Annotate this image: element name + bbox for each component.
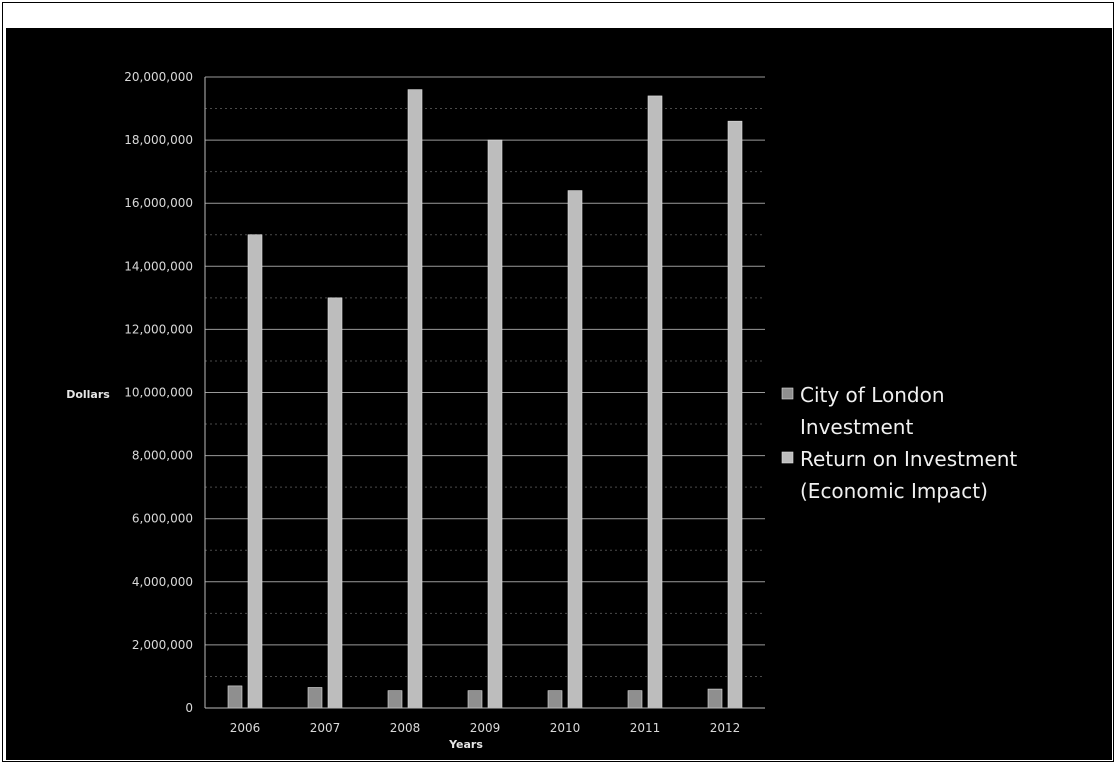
legend-label-return-on-investment: (Economic Impact) — [800, 479, 988, 503]
x-tick-label: 2008 — [390, 721, 421, 735]
bars — [227, 89, 743, 709]
bar-city-investment — [467, 690, 483, 709]
axes — [204, 77, 765, 709]
y-tick-label: 10,000,000 — [124, 386, 193, 400]
bar-return-on-investment — [487, 139, 503, 709]
y-tick-label: 0 — [185, 701, 193, 715]
x-tick-label: 2007 — [310, 721, 341, 735]
bar-return-on-investment — [567, 190, 583, 709]
legend: City of London Investment Return on Invest… — [781, 383, 1017, 503]
legend-swatch-return-on-investment — [781, 451, 794, 464]
y-tick-label: 14,000,000 — [124, 259, 193, 273]
y-axis-title: Dollars — [66, 388, 110, 401]
bar-city-investment — [547, 690, 563, 709]
bar-city-investment — [307, 687, 323, 709]
y-tick-label: 6,000,000 — [132, 512, 193, 526]
y-tick-label: 20,000,000 — [124, 70, 193, 84]
y-tick-label: 12,000,000 — [124, 322, 193, 336]
y-tick-label: 8,000,000 — [132, 449, 193, 463]
y-tick-label: 4,000,000 — [132, 575, 193, 589]
x-tick-label: 2009 — [470, 721, 501, 735]
labels: Dollars Years 0 2,000,000 4,000,000 6,000,0… — [66, 70, 740, 751]
y-tick-label: 18,000,000 — [124, 133, 193, 147]
bar-city-investment — [387, 690, 403, 709]
x-axis-title: Years — [448, 738, 483, 751]
legend-swatch-city-investment — [781, 387, 794, 400]
bar-city-investment — [227, 685, 243, 709]
x-tick-label: 2010 — [550, 721, 581, 735]
y-tick-label: 2,000,000 — [132, 638, 193, 652]
bar-city-investment — [707, 688, 723, 709]
x-tick-label: 2011 — [630, 721, 661, 735]
y-tick-label: 16,000,000 — [124, 196, 193, 210]
bar-return-on-investment — [407, 89, 423, 709]
bar-return-on-investment — [727, 120, 743, 709]
legend-label-city-investment: Investment — [800, 415, 913, 439]
bar-return-on-investment — [647, 95, 663, 709]
x-tick-label: 2012 — [710, 721, 741, 735]
gridlines — [205, 76, 765, 677]
bar-return-on-investment — [247, 234, 263, 709]
x-tick-label: 2006 — [230, 721, 261, 735]
chart-panel — [6, 28, 1112, 760]
legend-label-return-on-investment: Return on Investment — [800, 447, 1017, 471]
bar-city-investment — [627, 690, 643, 709]
bar-return-on-investment — [327, 297, 343, 709]
legend-label-city-investment: City of London — [800, 383, 945, 407]
